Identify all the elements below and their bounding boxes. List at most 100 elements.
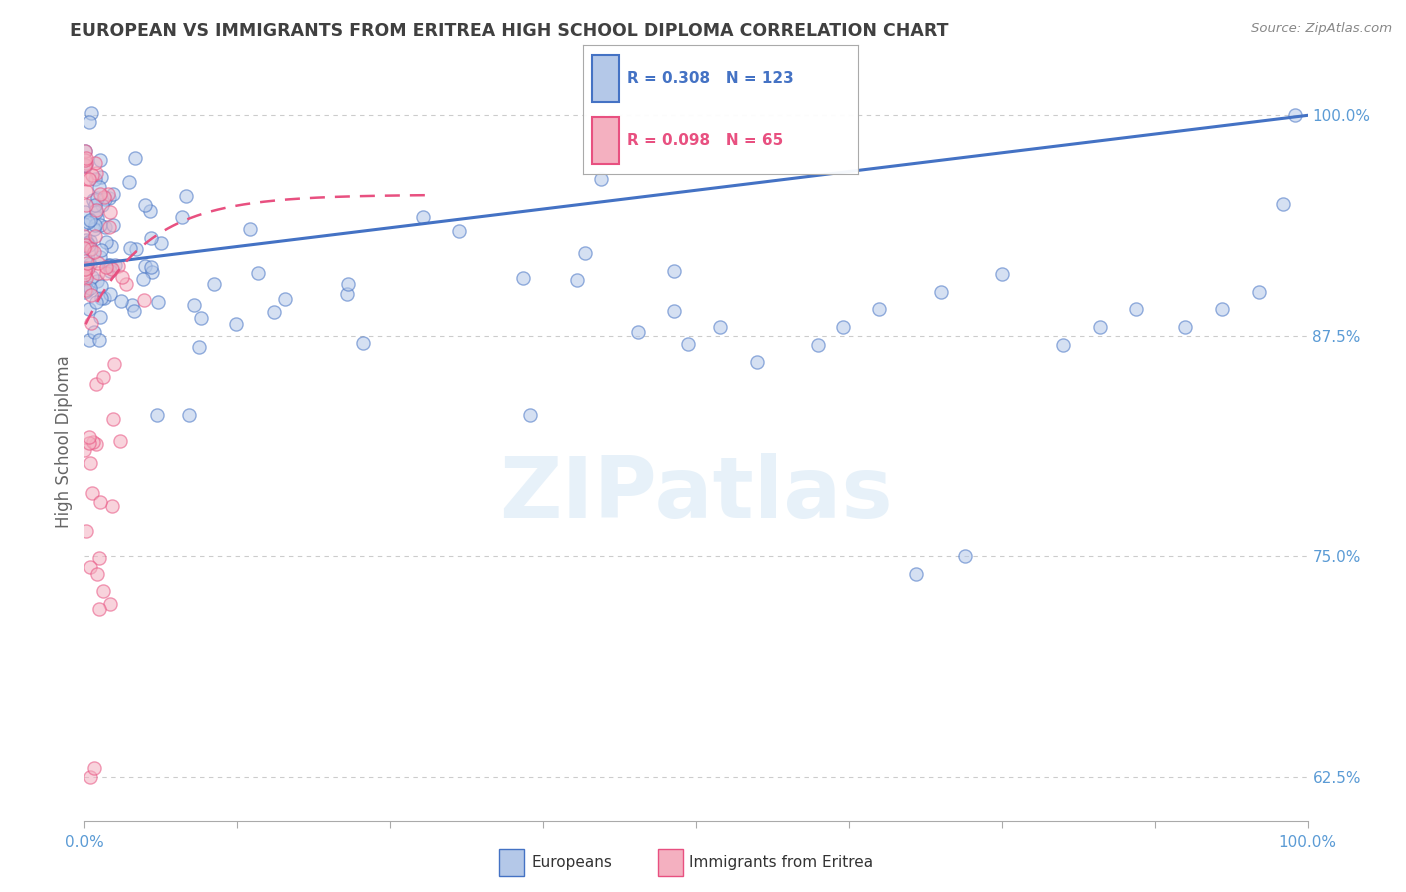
Point xyxy=(89,495,111,509)
Point xyxy=(352,336,374,351)
Point xyxy=(76,283,98,297)
Point xyxy=(110,294,132,309)
Point xyxy=(84,172,107,186)
Point xyxy=(84,165,107,179)
Point xyxy=(100,239,122,253)
Point xyxy=(83,229,105,244)
Point xyxy=(1052,337,1074,351)
Point xyxy=(75,198,97,212)
Point xyxy=(75,156,97,170)
Point xyxy=(519,408,541,422)
Point xyxy=(83,198,105,212)
Point xyxy=(98,219,121,234)
Point xyxy=(98,597,121,611)
Point xyxy=(141,260,163,275)
Point xyxy=(73,145,96,159)
Point xyxy=(179,408,201,422)
Point xyxy=(141,265,163,279)
Point xyxy=(77,334,100,348)
Point xyxy=(75,237,97,252)
Point xyxy=(263,305,285,319)
Point xyxy=(89,180,111,194)
Point xyxy=(1284,108,1306,122)
Point xyxy=(98,286,121,301)
Point xyxy=(87,266,110,280)
Point xyxy=(73,217,96,231)
Point xyxy=(239,222,262,236)
Point xyxy=(83,221,105,235)
Point xyxy=(676,337,699,351)
Point xyxy=(77,260,100,275)
Point xyxy=(98,190,121,204)
Y-axis label: High School Diploma: High School Diploma xyxy=(55,355,73,528)
Point xyxy=(807,337,830,351)
Point xyxy=(75,270,97,285)
Point xyxy=(75,265,97,279)
Point xyxy=(75,159,97,173)
Text: Source: ZipAtlas.com: Source: ZipAtlas.com xyxy=(1251,22,1392,36)
Point xyxy=(111,270,134,285)
Point xyxy=(512,271,534,285)
Point xyxy=(412,210,434,224)
Point xyxy=(77,301,100,316)
Point xyxy=(79,105,101,120)
Point xyxy=(84,156,107,170)
Point xyxy=(79,560,101,574)
Point xyxy=(101,499,124,513)
Point xyxy=(87,550,110,565)
Point xyxy=(73,268,96,282)
Point xyxy=(80,242,103,256)
Point xyxy=(149,235,172,250)
Point xyxy=(73,158,96,172)
Point xyxy=(75,262,97,277)
Point xyxy=(141,231,163,245)
Point xyxy=(79,242,101,256)
Point xyxy=(76,236,98,251)
Text: R = 0.308   N = 123: R = 0.308 N = 123 xyxy=(627,70,794,86)
Point xyxy=(146,408,169,422)
Point xyxy=(84,377,107,392)
Point xyxy=(73,283,96,297)
Text: R = 0.098   N = 65: R = 0.098 N = 65 xyxy=(627,133,783,148)
Point xyxy=(104,258,127,272)
Point xyxy=(76,256,98,270)
Point xyxy=(1211,302,1233,317)
Point xyxy=(98,264,121,278)
Point xyxy=(183,298,205,312)
Point xyxy=(148,295,170,310)
Point xyxy=(98,258,121,272)
Point xyxy=(80,168,103,182)
Point xyxy=(274,292,297,306)
Point xyxy=(86,211,108,225)
Point xyxy=(75,524,97,539)
Point xyxy=(93,291,115,305)
Point xyxy=(89,218,111,232)
Point xyxy=(591,171,613,186)
Point xyxy=(91,584,114,599)
Point xyxy=(83,326,105,340)
Point xyxy=(869,302,891,317)
Point xyxy=(89,153,111,168)
Point xyxy=(89,186,111,201)
Point xyxy=(101,412,124,426)
Point xyxy=(75,233,97,247)
Point xyxy=(87,256,110,270)
Point xyxy=(246,266,269,280)
Point xyxy=(91,198,114,212)
Point xyxy=(89,310,111,324)
Point xyxy=(90,170,112,185)
Point xyxy=(96,258,118,272)
Point xyxy=(90,291,112,305)
Point xyxy=(82,193,104,207)
Point xyxy=(79,213,101,227)
Point xyxy=(626,325,648,339)
Point xyxy=(79,238,101,252)
Point xyxy=(73,153,96,167)
Point xyxy=(125,243,148,257)
Point xyxy=(190,311,212,326)
Point xyxy=(82,485,104,500)
Point xyxy=(86,274,108,288)
Point xyxy=(118,175,141,189)
Point xyxy=(1174,320,1197,334)
Point xyxy=(122,304,145,318)
